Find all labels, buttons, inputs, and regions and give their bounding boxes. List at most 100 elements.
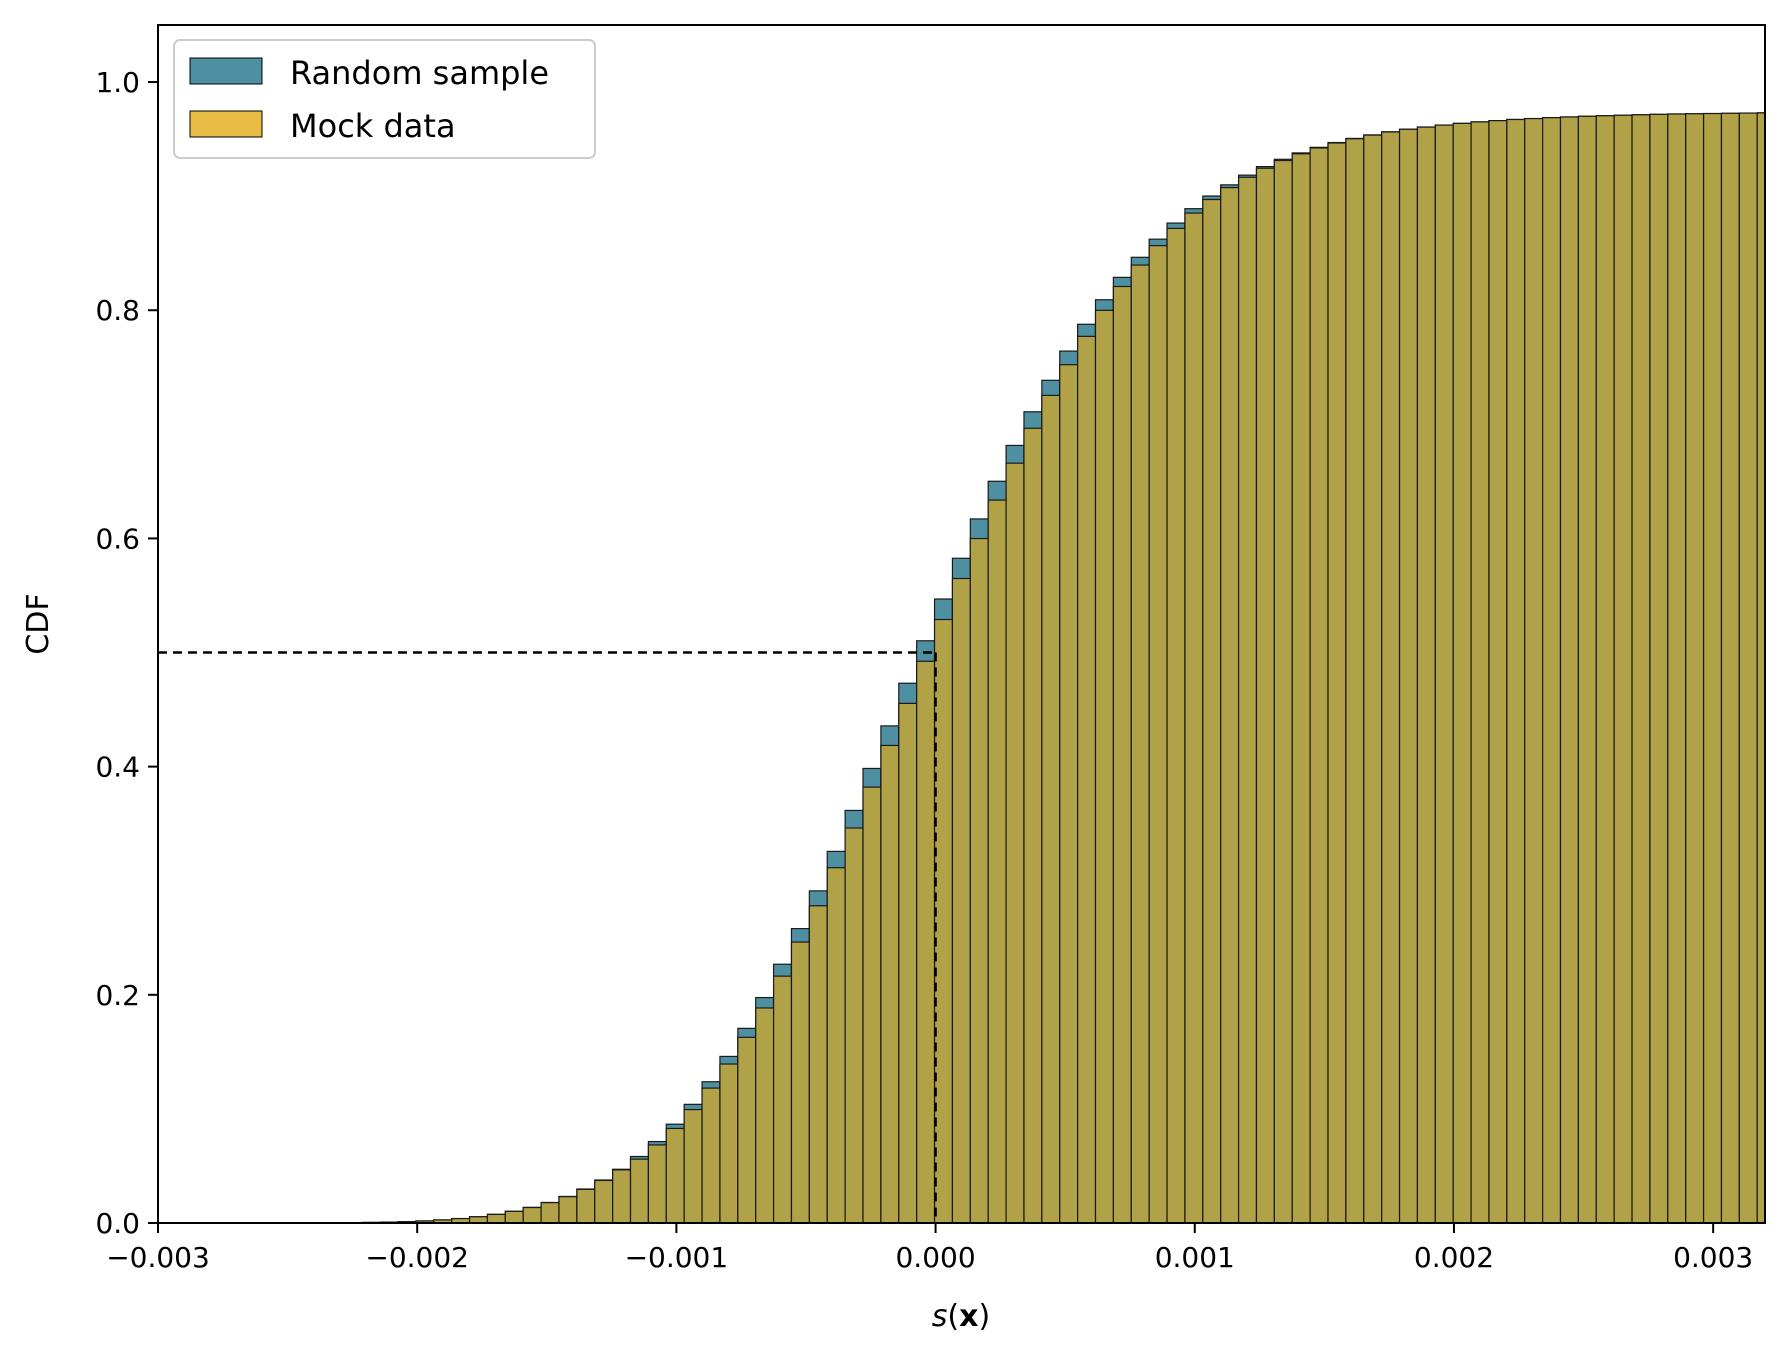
mock-data-bar <box>1363 134 1383 1224</box>
x-axis-label: s(x) <box>932 1299 990 1334</box>
mock-data-bar <box>755 1007 775 1224</box>
mock-data-bar <box>1649 113 1669 1224</box>
mock-data-bar <box>1005 462 1025 1224</box>
mock-data-bar <box>1631 114 1651 1224</box>
mock-data-bar <box>987 499 1007 1224</box>
mock-data-bar <box>916 660 936 1224</box>
mock-data-bar <box>1094 309 1114 1224</box>
mock-data-bar <box>683 1108 703 1224</box>
mock-data-bar <box>1148 245 1168 1224</box>
x-tick-label: −0.002 <box>365 1241 469 1274</box>
x-tick-label: 0.000 <box>895 1241 975 1274</box>
mock-data-bar <box>1220 187 1240 1224</box>
mock-data-bar <box>719 1063 739 1224</box>
mock-data-bar <box>844 827 864 1224</box>
mock-data-bar <box>1577 115 1597 1224</box>
x-axis-ticks: −0.003 −0.002 −0.001 0.000 0.001 0.002 0.003 <box>106 1223 1753 1274</box>
mock-data-bar <box>558 1196 578 1224</box>
mock-data-bar <box>576 1188 596 1224</box>
x-axis-label-bold: x <box>959 1299 978 1334</box>
mock-data-bar <box>1023 427 1043 1224</box>
x-tick-label: 0.003 <box>1673 1241 1753 1274</box>
mock-data-bar <box>1524 117 1544 1224</box>
mock-data-bar <box>969 537 989 1224</box>
x-axis-label-italic: s <box>932 1299 948 1334</box>
y-axis-label: CDF <box>21 593 56 654</box>
bars-mock-data <box>325 112 1766 1224</box>
mock-data-bar <box>594 1179 614 1224</box>
mock-data-bar <box>1613 114 1633 1224</box>
mock-data-bar <box>1291 153 1311 1224</box>
mock-data-bar <box>1237 176 1258 1224</box>
mock-data-bar <box>737 1036 757 1224</box>
legend-box <box>173 39 596 159</box>
mock-data-bar <box>1166 227 1186 1224</box>
mock-data-bar <box>1398 128 1419 1224</box>
y-axis-ticks: 0.0 0.2 0.4 0.6 0.8 1.0 <box>95 66 158 1240</box>
y-tick-label: 0.0 <box>95 1207 140 1240</box>
mock-data-bar <box>629 1158 649 1224</box>
mock-data-bar <box>1309 147 1329 1224</box>
mock-data-bar <box>1559 116 1579 1224</box>
mock-data-bar <box>1381 131 1401 1224</box>
x-tick-label: −0.001 <box>625 1241 729 1274</box>
legend-label-random-sample: Random sample <box>290 54 549 92</box>
mock-data-bar <box>826 867 846 1224</box>
mock-data-bar <box>647 1144 667 1224</box>
legend-label-mock-data: Mock data <box>290 107 456 145</box>
mock-data-bar <box>1738 112 1758 1224</box>
mock-data-bar <box>898 702 918 1224</box>
mock-data-bar <box>790 941 810 1224</box>
mock-data-bar <box>1720 112 1740 1224</box>
mock-data-bar <box>504 1210 524 1224</box>
mock-data-bar <box>1327 142 1347 1224</box>
y-tick-label: 1.0 <box>95 66 140 99</box>
mock-data-bar <box>522 1206 542 1224</box>
legend-swatch-random-sample <box>189 57 263 85</box>
y-tick-label: 0.4 <box>95 751 140 784</box>
mock-data-bar <box>1184 212 1204 1224</box>
mock-data-bar <box>1345 138 1365 1224</box>
mock-data-bar <box>933 618 954 1224</box>
mock-data-bar <box>1273 159 1293 1224</box>
mock-data-bar <box>1470 121 1490 1224</box>
mock-data-bar <box>1041 394 1061 1224</box>
mock-data-bar <box>1112 285 1132 1224</box>
mock-data-bar <box>808 905 828 1224</box>
legend: Random sample Mock data <box>173 39 596 159</box>
y-tick-label: 0.2 <box>95 979 140 1012</box>
mock-data-bar <box>862 786 882 1224</box>
mock-data-bar <box>880 744 900 1224</box>
x-tick-label: −0.003 <box>106 1241 210 1274</box>
mock-data-bar <box>1452 122 1472 1224</box>
mock-data-bar <box>1542 117 1562 1224</box>
mock-data-bar <box>1756 112 1766 1224</box>
mock-data-bar <box>951 577 971 1224</box>
y-tick-label: 0.6 <box>95 522 140 555</box>
mock-data-bar <box>486 1213 506 1224</box>
mock-data-bar <box>1416 126 1436 1224</box>
mock-data-bar <box>612 1169 632 1224</box>
y-tick-label: 0.8 <box>95 294 140 327</box>
mock-data-bar <box>1077 335 1097 1224</box>
plot-frame <box>157 24 1766 1224</box>
mock-data-bar <box>1202 198 1222 1224</box>
mock-data-bar <box>1506 118 1526 1224</box>
mock-data-bar <box>1667 113 1687 1224</box>
mock-data-bar <box>1434 124 1454 1224</box>
mock-data-bar <box>1488 120 1508 1224</box>
mock-data-bar <box>1595 115 1615 1224</box>
mock-data-bar <box>1255 167 1275 1224</box>
mock-data-bar <box>1130 264 1150 1224</box>
mock-data-bar <box>1059 364 1079 1224</box>
mock-data-bar <box>540 1202 560 1224</box>
mock-data-bar <box>665 1127 685 1224</box>
legend-swatch-mock-data <box>189 110 263 138</box>
mock-data-bar <box>1702 112 1723 1224</box>
mock-data-bar <box>772 975 793 1224</box>
x-tick-label: 0.001 <box>1155 1241 1235 1274</box>
mock-data-bar <box>1685 113 1705 1224</box>
x-tick-label: 0.002 <box>1414 1241 1494 1274</box>
plot-area <box>157 24 1766 1224</box>
